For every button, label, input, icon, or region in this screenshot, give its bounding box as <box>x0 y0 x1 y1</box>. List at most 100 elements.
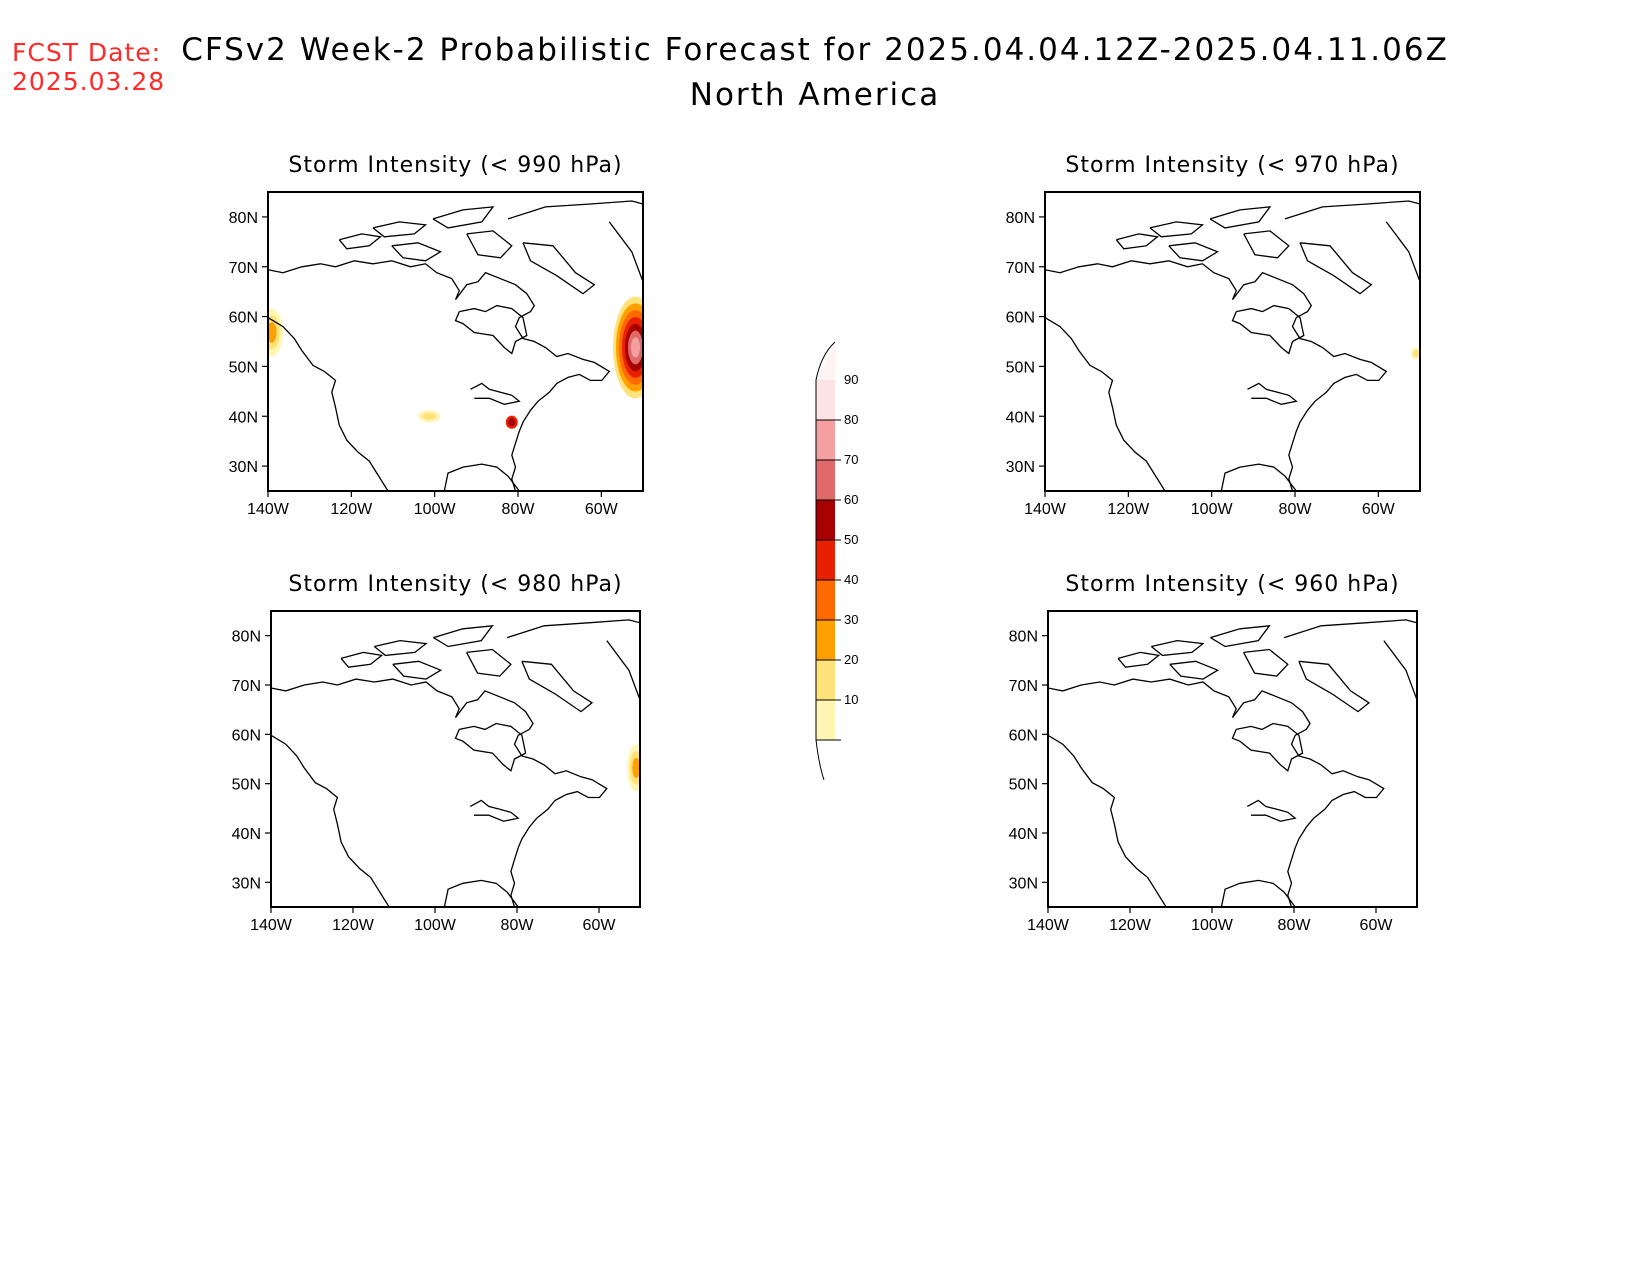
lon-tick-label: 120W <box>1107 501 1150 518</box>
coastline <box>470 382 521 405</box>
coastline <box>521 660 594 713</box>
lat-tick-label: 40N <box>232 826 261 843</box>
colorbar-swatch <box>816 660 835 700</box>
lon-tick-label: 60W <box>585 501 619 518</box>
coastline <box>1115 233 1160 250</box>
fcst-date-caption: FCST Date: <box>12 38 162 67</box>
coastline <box>433 625 494 648</box>
coastline <box>1209 206 1272 229</box>
colorbar-cap-bottom-outline <box>815 739 825 781</box>
coastline <box>454 304 528 355</box>
probability-shading <box>508 418 516 427</box>
lat-tick-label: 30N <box>229 459 258 476</box>
lon-tick-label: 80W <box>502 501 536 518</box>
coastline <box>1284 619 1417 639</box>
lat-tick-label: 50N <box>232 777 261 794</box>
coastline <box>1169 660 1220 680</box>
colorbar-label: 90 <box>844 372 858 387</box>
colorbar-swatch <box>816 500 835 540</box>
coastline <box>608 221 643 282</box>
lat-tick-label: 80N <box>232 629 261 646</box>
lon-tick-label: 60W <box>583 917 617 934</box>
coastline <box>466 648 512 677</box>
coastline <box>1231 722 1304 772</box>
lat-tick-label: 60N <box>1006 310 1035 327</box>
coastline <box>469 799 520 822</box>
lon-tick-label: 120W <box>330 501 373 518</box>
colorbar-swatch <box>816 420 835 460</box>
coastline <box>373 639 428 657</box>
forecast-date-label: FCST Date: 2025.03.28 <box>12 38 165 96</box>
coastline <box>1220 879 1296 907</box>
coastline <box>1299 242 1373 295</box>
lon-tick-label: 140W <box>250 917 293 934</box>
coastline <box>340 651 384 668</box>
coastline <box>466 230 513 259</box>
coastline <box>1284 200 1420 220</box>
coastline <box>1243 648 1289 677</box>
map-frame <box>1044 191 1421 492</box>
lon-tick-label: 140W <box>247 501 290 518</box>
coastline <box>391 242 442 262</box>
coastline <box>392 660 443 680</box>
panel-title: Storm Intensity (< 980 hPa) <box>288 572 622 597</box>
lat-tick-label: 70N <box>229 260 258 277</box>
coastline <box>1231 304 1305 355</box>
colorbar-swatch <box>816 460 835 500</box>
colorbar-cap-top <box>816 342 835 380</box>
map-content <box>271 619 640 907</box>
colorbar-label: 40 <box>844 572 858 587</box>
colorbar-label: 60 <box>844 492 858 507</box>
lon-tick-label: 60W <box>1360 917 1394 934</box>
coastline <box>271 678 608 907</box>
map-frame <box>270 610 641 908</box>
lat-tick-label: 80N <box>229 210 258 227</box>
lat-tick-label: 70N <box>232 678 261 695</box>
coastline <box>1246 799 1297 822</box>
coastline <box>268 260 611 491</box>
coastline <box>454 722 527 772</box>
lat-tick-label: 30N <box>1009 875 1038 892</box>
coastline <box>1220 463 1297 491</box>
lat-tick-label: 60N <box>232 727 261 744</box>
map-frame <box>267 191 644 492</box>
map-panel-p970: Storm Intensity (< 970 hPa) 80N 70N 60N 50N 4… <box>1006 153 1421 518</box>
coastline <box>1045 260 1388 491</box>
lat-tick-label: 40N <box>1006 409 1035 426</box>
map-content <box>1045 200 1420 491</box>
coastline <box>372 221 428 238</box>
probability-shading <box>422 412 436 420</box>
coastline <box>443 879 519 907</box>
lat-tick-label: 30N <box>232 875 261 892</box>
panel-title: Storm Intensity (< 990 hPa) <box>288 153 622 178</box>
lat-tick-label: 70N <box>1009 678 1038 695</box>
lat-tick-label: 50N <box>229 359 258 376</box>
probability-shading <box>1412 349 1420 358</box>
lon-tick-label: 80W <box>1278 917 1312 934</box>
map-content <box>1048 619 1417 907</box>
colorbar-swatch <box>816 580 835 620</box>
lon-tick-label: 80W <box>501 917 535 934</box>
lon-tick-label: 80W <box>1279 501 1313 518</box>
coastline <box>507 200 643 220</box>
map-frame <box>1047 610 1418 908</box>
lon-tick-label: 120W <box>332 917 375 934</box>
lon-tick-label: 100W <box>414 501 457 518</box>
colorbar-swatch <box>816 540 835 580</box>
coastline <box>1117 651 1161 668</box>
lon-tick-label: 140W <box>1027 917 1070 934</box>
lat-tick-label: 50N <box>1006 359 1035 376</box>
lat-tick-label: 40N <box>229 409 258 426</box>
coastline <box>268 317 389 491</box>
coastline <box>1168 242 1219 262</box>
coastline <box>1243 230 1290 259</box>
lon-tick-label: 100W <box>414 917 457 934</box>
coastline <box>1298 660 1371 713</box>
lat-tick-label: 30N <box>1006 459 1035 476</box>
lat-tick-label: 40N <box>1009 826 1038 843</box>
lat-tick-label: 60N <box>229 310 258 327</box>
coastline <box>606 640 640 701</box>
lon-tick-label: 140W <box>1024 501 1067 518</box>
fcst-date-value: 2025.03.28 <box>12 67 166 96</box>
